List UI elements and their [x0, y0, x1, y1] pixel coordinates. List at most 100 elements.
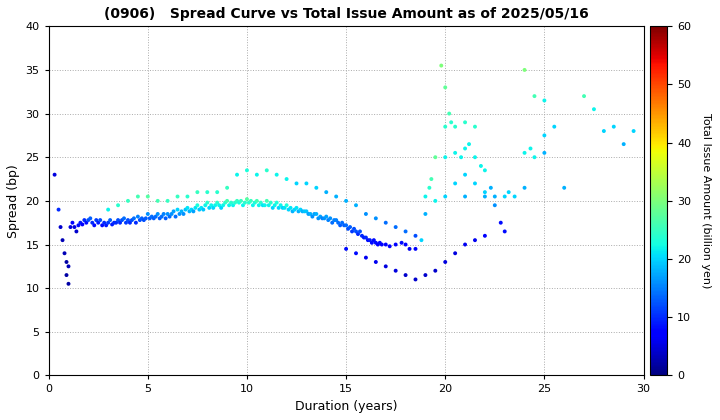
Point	[120, 219, 132, 226]
Point	[519, 66, 531, 73]
Point	[166, 210, 177, 217]
Point	[261, 167, 273, 174]
Point	[225, 199, 237, 206]
Point	[588, 106, 600, 113]
Point	[291, 180, 302, 187]
Point	[235, 197, 247, 204]
Point	[233, 199, 245, 206]
Point	[84, 215, 96, 222]
Point	[463, 141, 474, 147]
Point	[485, 184, 497, 191]
Point	[212, 189, 223, 195]
Point	[251, 171, 263, 178]
Point	[102, 206, 114, 213]
Point	[78, 217, 90, 223]
Point	[310, 210, 322, 217]
Point	[221, 197, 233, 204]
Point	[217, 202, 229, 209]
Point	[104, 217, 116, 223]
Point	[370, 259, 382, 265]
Point	[301, 208, 312, 215]
Point	[333, 219, 344, 226]
Point	[444, 110, 455, 117]
Point	[400, 241, 411, 248]
Point	[196, 205, 207, 211]
Point	[410, 232, 421, 239]
Point	[140, 215, 152, 222]
Point	[525, 145, 536, 152]
Point	[277, 205, 289, 211]
Point	[430, 268, 441, 274]
Point	[364, 237, 376, 244]
Point	[202, 199, 213, 206]
Point	[108, 219, 120, 226]
Point	[91, 217, 102, 223]
Point	[479, 232, 490, 239]
Point	[559, 184, 570, 191]
Point	[420, 193, 431, 200]
Point	[132, 193, 144, 200]
Point	[162, 210, 174, 217]
Point	[275, 202, 287, 209]
Point	[420, 272, 431, 278]
Point	[194, 206, 205, 213]
Point	[205, 202, 217, 209]
Point	[330, 193, 342, 200]
Point	[241, 167, 253, 174]
Point	[231, 171, 243, 178]
Point	[489, 193, 500, 200]
Point	[122, 197, 134, 204]
Point	[122, 217, 134, 223]
Point	[475, 163, 487, 169]
Point	[358, 234, 369, 241]
Point	[459, 241, 471, 248]
Point	[221, 184, 233, 191]
Point	[436, 62, 447, 69]
Point	[302, 210, 314, 217]
Point	[519, 150, 531, 156]
Point	[380, 263, 392, 270]
Point	[310, 184, 322, 191]
Point	[197, 206, 209, 213]
Point	[150, 213, 161, 220]
Point	[326, 219, 338, 226]
Point	[423, 184, 435, 191]
Point	[360, 234, 372, 241]
Point	[144, 215, 156, 222]
Point	[60, 259, 72, 265]
Point	[455, 154, 467, 160]
Point	[459, 193, 471, 200]
Point	[380, 219, 392, 226]
Point	[291, 205, 302, 211]
Point	[325, 215, 336, 222]
Point	[281, 202, 292, 209]
Point	[239, 199, 251, 206]
Point	[160, 215, 171, 222]
Point	[273, 205, 284, 211]
Point	[63, 263, 74, 270]
Point	[180, 206, 192, 213]
Point	[608, 123, 619, 130]
Point	[410, 246, 421, 252]
Point	[253, 202, 265, 209]
Point	[489, 202, 500, 209]
Point	[338, 222, 350, 228]
Point	[158, 210, 169, 217]
Point	[261, 197, 273, 204]
Point	[75, 219, 86, 226]
Point	[330, 217, 342, 223]
Point	[154, 215, 166, 222]
Point	[192, 202, 203, 209]
Point	[400, 228, 411, 235]
Point	[94, 217, 106, 223]
Point	[228, 202, 239, 209]
Point	[287, 208, 298, 215]
Point	[578, 93, 590, 100]
Point	[390, 224, 402, 231]
Point	[348, 226, 360, 232]
Point	[255, 199, 266, 206]
Point	[118, 215, 130, 222]
Point	[439, 193, 451, 200]
Point	[320, 213, 332, 220]
Point	[164, 213, 176, 220]
